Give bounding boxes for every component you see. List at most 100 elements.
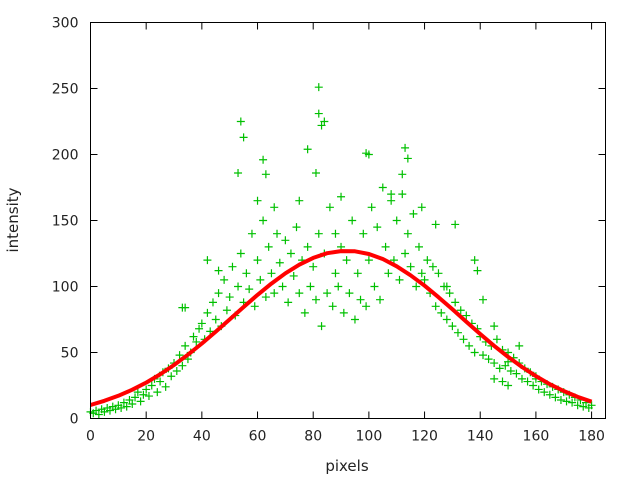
data-point [264, 242, 273, 251]
data-point [348, 216, 357, 225]
y-tick-label: 300 [52, 16, 79, 32]
x-tick-label: 180 [578, 429, 605, 445]
plot-frame [90, 22, 606, 419]
data-point [317, 322, 326, 331]
data-point [303, 145, 312, 154]
data-point [253, 256, 262, 265]
data-point [161, 382, 170, 391]
data-point [189, 332, 198, 341]
data-point [208, 298, 217, 307]
data-point [504, 381, 513, 390]
data-point [222, 306, 231, 315]
data-point [284, 298, 293, 307]
y-tick-label: 50 [61, 346, 79, 362]
data-point [342, 256, 351, 265]
data-point [353, 269, 362, 278]
data-point [490, 374, 499, 383]
data-point [292, 223, 301, 232]
data-point [453, 328, 462, 337]
data-point [259, 155, 268, 164]
data-point [568, 398, 577, 407]
data-point [295, 289, 304, 298]
data-point [448, 322, 457, 331]
data-point [211, 315, 220, 324]
data-point [479, 295, 488, 304]
data-point [465, 341, 474, 350]
data-point [214, 289, 223, 298]
data-point [178, 303, 187, 312]
data-point [117, 403, 126, 412]
data-point [228, 262, 237, 271]
data-point [334, 282, 343, 291]
data-point [295, 196, 304, 205]
data-point [401, 143, 410, 152]
data-point [197, 319, 206, 328]
data-point [398, 170, 407, 179]
x-tick-label: 160 [523, 429, 550, 445]
data-point [442, 315, 451, 324]
data-point [286, 249, 295, 258]
data-point [328, 302, 337, 311]
data-point [314, 83, 323, 92]
data-point [356, 295, 365, 304]
data-point [378, 183, 387, 192]
data-point [498, 377, 507, 386]
axis-ticks: 0 20 40 60 80 100 120 140 160 180 0 50 100 150 200 250 3… [52, 16, 606, 445]
data-point [403, 229, 412, 238]
data-point [473, 266, 482, 275]
data-point [314, 109, 323, 118]
data-point [270, 289, 279, 298]
data-point [364, 150, 373, 159]
data-point [556, 396, 565, 405]
data-point [278, 282, 287, 291]
data-point [323, 289, 332, 298]
data-point [479, 351, 488, 360]
data-point [428, 262, 437, 271]
data-point [331, 229, 340, 238]
data-point [281, 236, 290, 245]
data-point [359, 229, 368, 238]
data-point [573, 401, 582, 410]
data-point [275, 258, 284, 267]
data-point [133, 388, 142, 397]
data-point [362, 302, 371, 311]
data-point [587, 401, 596, 410]
data-point [409, 209, 418, 218]
data-point [273, 229, 282, 238]
data-point [147, 381, 156, 390]
data-point [311, 295, 320, 304]
data-point [387, 190, 396, 199]
data-point [339, 308, 348, 317]
data-point [261, 293, 270, 302]
data-point [175, 351, 184, 360]
data-point [234, 168, 243, 177]
data-point [309, 262, 318, 271]
x-tick-label: 120 [411, 429, 438, 445]
data-point [470, 348, 479, 357]
y-tick-label: 150 [52, 214, 79, 230]
data-point [451, 298, 460, 307]
data-point [239, 133, 248, 142]
data-point [250, 302, 259, 311]
data-point [253, 196, 262, 205]
data-point [437, 308, 446, 317]
data-point [306, 282, 315, 291]
x-axis-label: pixels [325, 457, 369, 475]
data-point [181, 341, 190, 350]
data-point [153, 388, 162, 397]
data-point [398, 190, 407, 199]
data-point [381, 242, 390, 251]
data-point [256, 275, 265, 284]
data-point [245, 285, 254, 294]
data-point [195, 324, 204, 333]
data-point [142, 385, 151, 394]
data-point [492, 335, 501, 344]
data-point [367, 203, 376, 212]
data-point [225, 293, 234, 302]
data-point [364, 256, 373, 265]
data-point [311, 168, 320, 177]
data-point [423, 256, 432, 265]
data-point [259, 216, 268, 225]
data-point [337, 192, 346, 201]
